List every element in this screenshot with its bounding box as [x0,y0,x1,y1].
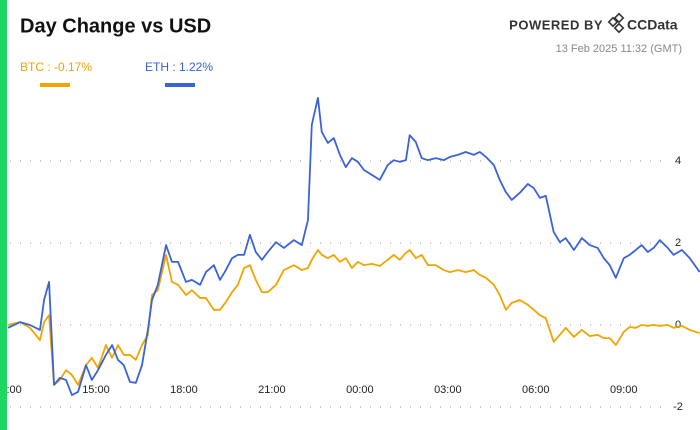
x-tick-label: 21:00 [258,384,286,396]
y-tick-label: 2 [675,237,681,249]
x-tick-label: 15:00 [82,384,110,396]
y-tick-label: 0 [675,319,681,331]
x-tick-label: 18:00 [170,384,198,396]
x-tick-label: 06:00 [522,384,550,396]
x-tick-label: 03:00 [434,384,462,396]
x-tick-label: 00:00 [346,384,374,396]
series-line [7,249,700,386]
brand-name: CCData [627,17,678,33]
series-line [7,96,700,397]
accent-bar [0,0,7,430]
legend-label: BTC : -0.17% [20,60,92,74]
y-tick-label: -2 [673,401,683,413]
x-tick-label: 09:00 [610,384,638,396]
powered-by: POWERED BY [509,17,603,32]
y-tick-label: 4 [675,155,681,167]
legend-label: ETH : 1.22% [145,60,213,74]
brand-logo [607,12,625,34]
chart-title: Day Change vs USD [20,15,211,37]
timestamp: 13 Feb 2025 11:32 (GMT) [556,43,682,55]
